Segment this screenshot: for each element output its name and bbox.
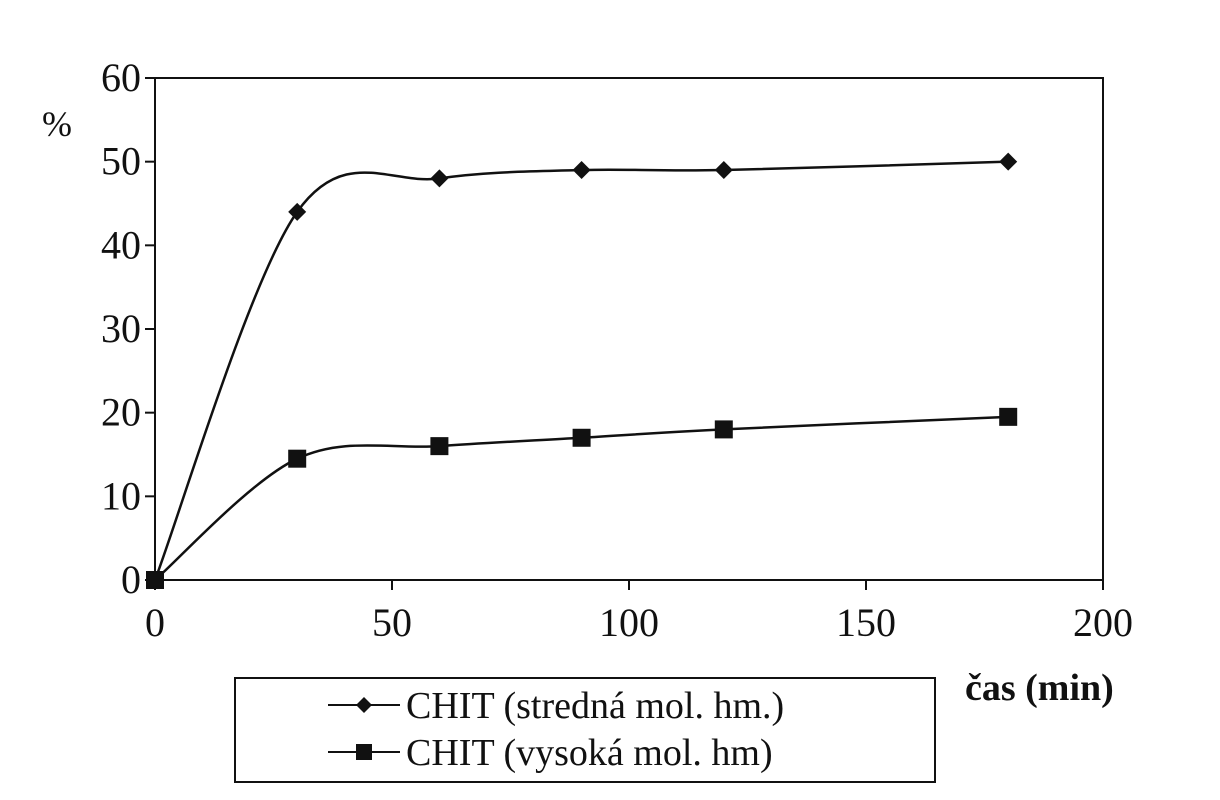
data-point-square <box>714 420 733 439</box>
y-tick-label: 40 <box>101 222 141 267</box>
x-axis-label: čas (min) <box>965 667 1114 709</box>
data-point-square <box>146 571 164 589</box>
legend: CHIT (stredná mol. hm.) CHIT (vysoká mol… <box>234 677 936 783</box>
x-axis: 0 50 100 150 200 <box>145 580 1133 645</box>
legend-marker-square <box>356 744 372 760</box>
series-layer <box>146 152 1018 589</box>
y-tick-label: 60 <box>101 55 141 100</box>
y-axis: 0 10 20 30 40 50 60 <box>101 55 155 602</box>
legend-label-high: CHIT (vysoká mol. hm) <box>406 732 773 774</box>
series-line-2 <box>154 415 1009 581</box>
data-point-diamond <box>572 161 591 180</box>
y-tick-label: 10 <box>101 473 141 518</box>
x-tick-label: 200 <box>1073 600 1133 645</box>
data-point-square <box>288 449 307 468</box>
legend-marker-diamond <box>356 697 372 713</box>
plot-area-frame <box>154 77 1104 581</box>
series-line-1 <box>153 160 1009 581</box>
x-tick-label: 150 <box>836 600 896 645</box>
legend-box <box>234 677 936 783</box>
legend-label-medium: CHIT (stredná mol. hm.) <box>406 685 784 727</box>
x-tick-label: 50 <box>372 600 412 645</box>
y-axis-label: % <box>42 104 72 144</box>
data-point-diamond <box>714 161 733 180</box>
y-tick-label: 20 <box>101 390 141 435</box>
y-tick-label: 30 <box>101 306 141 351</box>
data-point-square <box>999 407 1018 426</box>
x-tick-label: 100 <box>599 600 659 645</box>
x-tick-label: 0 <box>145 600 165 645</box>
data-point-square <box>430 437 449 456</box>
data-point-diamond <box>430 169 449 188</box>
data-point-square <box>572 428 591 447</box>
data-point-diamond <box>288 202 307 221</box>
y-tick-label: 50 <box>101 139 141 184</box>
data-point-diamond <box>999 152 1018 171</box>
y-tick-label: 0 <box>121 557 141 602</box>
